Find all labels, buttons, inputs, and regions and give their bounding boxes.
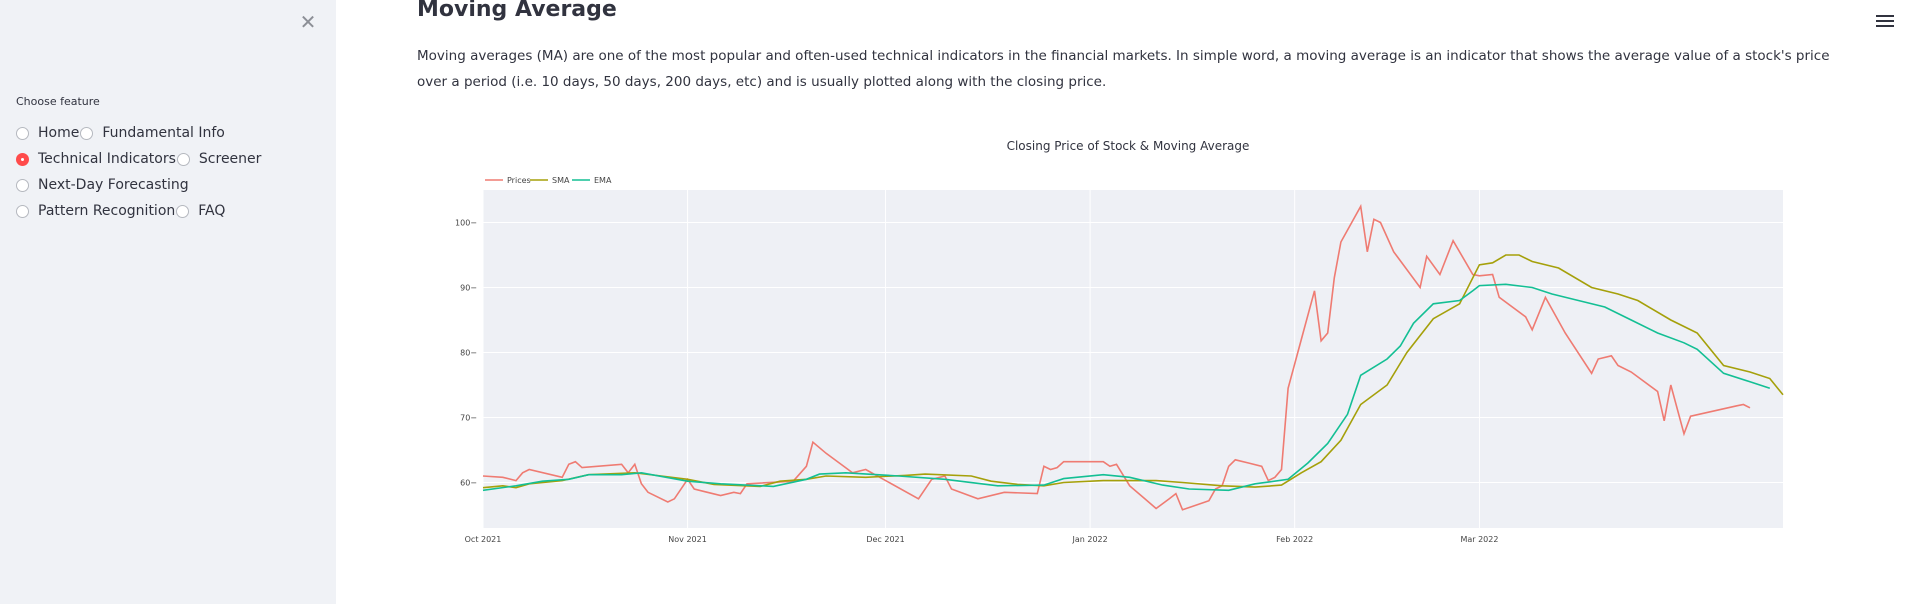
radio-pattern-recognition[interactable]: Pattern Recognition: [16, 198, 175, 224]
radio-faq[interactable]: FAQ: [176, 198, 225, 224]
feature-radio-group: Home Fundamental Info Technical Indicato…: [16, 120, 316, 224]
radio-button-icon[interactable]: [176, 152, 190, 166]
y-axis-ticks: 60− 70− 80− 90− 100−: [455, 219, 477, 488]
radio-label: Pattern Recognition: [38, 203, 176, 219]
y-tick-label: 90−: [460, 284, 477, 293]
legend-ema-label: EMA: [594, 176, 612, 185]
hamburger-menu-icon[interactable]: [1876, 12, 1894, 30]
radio-next-day-forecasting[interactable]: Next-Day Forecasting: [16, 172, 189, 198]
y-tick-label: 60−: [460, 479, 477, 488]
legend-sma-label: SMA: [552, 176, 570, 185]
x-tick-label: Jan 2022: [1071, 535, 1107, 544]
radio-label: Technical Indicators: [38, 151, 176, 167]
radio-fundamental-info[interactable]: Fundamental Info: [80, 120, 225, 146]
chart-series: [482, 203, 1784, 511]
x-tick-label: Dec 2021: [866, 535, 904, 544]
series-line-ema: [482, 283, 1771, 492]
radio-selected-icon[interactable]: [16, 152, 29, 166]
radio-label: Fundamental Info: [102, 125, 225, 141]
choose-feature-label: Choose feature: [16, 95, 100, 108]
x-tick-label: Feb 2022: [1276, 535, 1313, 544]
y-tick-label: 80−: [460, 349, 477, 358]
radio-label: Home: [38, 125, 80, 141]
series-line-prices: [482, 203, 1751, 511]
radio-button-icon[interactable]: [16, 126, 29, 140]
radio-button-icon[interactable]: [16, 204, 29, 218]
radio-screener[interactable]: Screener: [176, 146, 262, 172]
radio-button-icon[interactable]: [176, 204, 190, 218]
x-tick-label: Oct 2021: [465, 535, 502, 544]
chart-legend: Prices SMA EMA: [485, 176, 612, 185]
radio-button-icon[interactable]: [16, 178, 29, 192]
plot-area: [483, 190, 1783, 528]
radio-technical-indicators[interactable]: Technical Indicators: [16, 146, 176, 172]
x-tick-label: Mar 2022: [1460, 535, 1498, 544]
close-icon[interactable]: ✕: [299, 10, 317, 34]
radio-label: Screener: [198, 151, 262, 167]
x-tick-label: Nov 2021: [668, 535, 707, 544]
y-tick-label: 70−: [460, 414, 477, 423]
y-tick-label: 100−: [455, 219, 477, 228]
chart-title: Closing Price of Stock & Moving Average: [1007, 139, 1250, 153]
radio-label: FAQ: [198, 203, 226, 219]
moving-average-description: Moving averages (MA) are one of the most…: [417, 48, 1830, 90]
x-axis-ticks: Oct 2021 Nov 2021 Dec 2021 Jan 2022 Feb 2022…: [465, 535, 1499, 544]
radio-button-icon[interactable]: [80, 126, 94, 140]
moving-average-chart: Closing Price of Stock & Moving Average …: [455, 139, 1784, 544]
radio-label: Next-Day Forecasting: [38, 177, 189, 193]
radio-home[interactable]: Home: [16, 120, 79, 146]
page-title: Moving Average: [417, 0, 617, 22]
sidebar: ✕ Choose feature Home Fundamental Info T…: [0, 0, 336, 604]
legend-prices-label: Prices: [507, 176, 531, 185]
